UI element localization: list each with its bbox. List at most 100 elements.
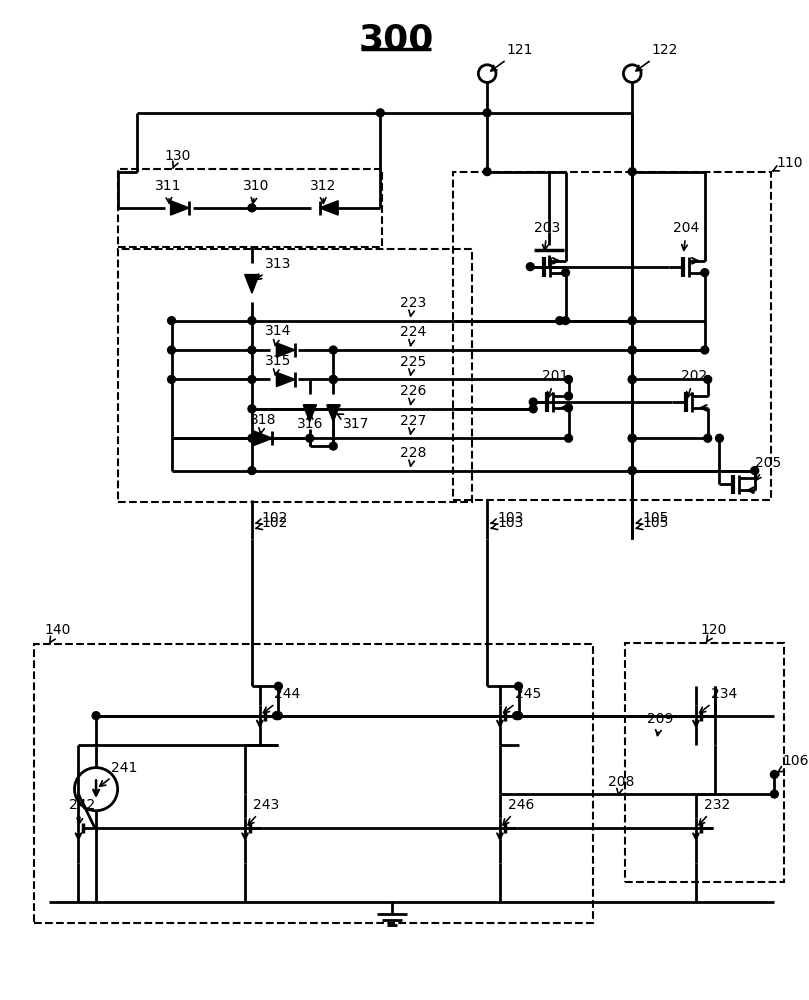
Text: 204: 204 (673, 221, 700, 250)
Circle shape (629, 168, 636, 176)
Circle shape (329, 442, 337, 450)
Text: 245: 245 (503, 687, 541, 713)
Circle shape (527, 263, 534, 271)
Text: 203: 203 (534, 221, 561, 250)
Bar (117, 169, 383, 247)
Circle shape (629, 346, 636, 354)
Circle shape (515, 712, 523, 720)
Text: 110: 110 (773, 156, 803, 171)
Circle shape (715, 434, 723, 442)
Text: 243: 243 (248, 798, 279, 825)
Circle shape (248, 434, 256, 442)
Text: 241: 241 (100, 761, 138, 786)
Text: 316: 316 (297, 412, 324, 431)
Text: 208: 208 (608, 775, 634, 795)
Text: 318: 318 (250, 413, 277, 434)
Text: 310: 310 (243, 179, 269, 203)
Polygon shape (245, 275, 259, 293)
Circle shape (629, 434, 636, 442)
Text: 201: 201 (542, 369, 569, 398)
Circle shape (629, 346, 636, 354)
Polygon shape (171, 201, 189, 215)
Text: 317: 317 (337, 414, 370, 431)
Text: 121: 121 (491, 43, 533, 71)
Polygon shape (277, 372, 295, 387)
Bar (117, 249, 472, 502)
Circle shape (629, 434, 636, 442)
Circle shape (565, 376, 573, 383)
Text: 228: 228 (400, 446, 426, 466)
Text: 311: 311 (155, 179, 181, 203)
Circle shape (376, 109, 384, 117)
Text: 225: 225 (400, 355, 426, 375)
Circle shape (329, 405, 337, 413)
Bar (453, 172, 772, 500)
Text: 209: 209 (647, 712, 673, 736)
Text: 103: 103 (491, 511, 523, 525)
Text: 105: 105 (636, 511, 668, 525)
Text: 120: 120 (701, 623, 727, 642)
Text: 242: 242 (69, 798, 95, 824)
Circle shape (704, 376, 712, 383)
Circle shape (274, 682, 282, 690)
Text: 106: 106 (777, 754, 809, 772)
Circle shape (565, 392, 573, 400)
Text: 122: 122 (636, 43, 678, 71)
Circle shape (248, 204, 256, 212)
Circle shape (770, 771, 778, 778)
Text: 223: 223 (400, 296, 426, 316)
Circle shape (329, 376, 337, 383)
Text: 244: 244 (264, 687, 301, 713)
Text: 313: 313 (256, 257, 291, 280)
Circle shape (329, 346, 337, 354)
Circle shape (529, 405, 537, 413)
Polygon shape (254, 431, 273, 445)
Circle shape (704, 434, 712, 442)
Circle shape (306, 434, 314, 442)
Circle shape (561, 269, 570, 277)
Text: 102: 102 (256, 516, 288, 530)
Circle shape (248, 376, 256, 383)
Text: 105: 105 (636, 516, 668, 530)
Circle shape (629, 317, 636, 325)
Circle shape (515, 682, 523, 690)
Text: 205: 205 (755, 456, 781, 481)
Polygon shape (277, 343, 295, 357)
Circle shape (167, 346, 176, 354)
Circle shape (274, 712, 282, 720)
Text: 314: 314 (265, 324, 291, 345)
Circle shape (565, 434, 573, 442)
Circle shape (556, 317, 564, 325)
Circle shape (329, 376, 337, 383)
Text: 315: 315 (265, 354, 291, 375)
Circle shape (565, 404, 573, 412)
Circle shape (483, 168, 491, 176)
Circle shape (629, 467, 636, 475)
Text: 227: 227 (400, 414, 426, 434)
Circle shape (629, 317, 636, 325)
Text: 234: 234 (700, 687, 737, 713)
Circle shape (529, 398, 537, 406)
Circle shape (513, 712, 520, 720)
Bar (34, 644, 593, 923)
Circle shape (248, 467, 256, 475)
Circle shape (273, 712, 281, 720)
Circle shape (248, 317, 256, 325)
Circle shape (751, 467, 759, 475)
Text: 300: 300 (358, 22, 434, 56)
Circle shape (167, 376, 176, 383)
Circle shape (629, 376, 636, 383)
Circle shape (629, 467, 636, 475)
Text: 232: 232 (699, 798, 730, 825)
Text: 140: 140 (44, 623, 70, 643)
Polygon shape (320, 201, 338, 215)
Circle shape (167, 317, 176, 325)
Circle shape (701, 346, 709, 354)
Circle shape (248, 405, 256, 413)
Bar (625, 643, 784, 882)
Text: 202: 202 (681, 369, 708, 398)
Text: 312: 312 (310, 179, 336, 203)
Text: 102: 102 (256, 511, 288, 525)
Circle shape (92, 712, 100, 720)
Circle shape (483, 109, 491, 117)
